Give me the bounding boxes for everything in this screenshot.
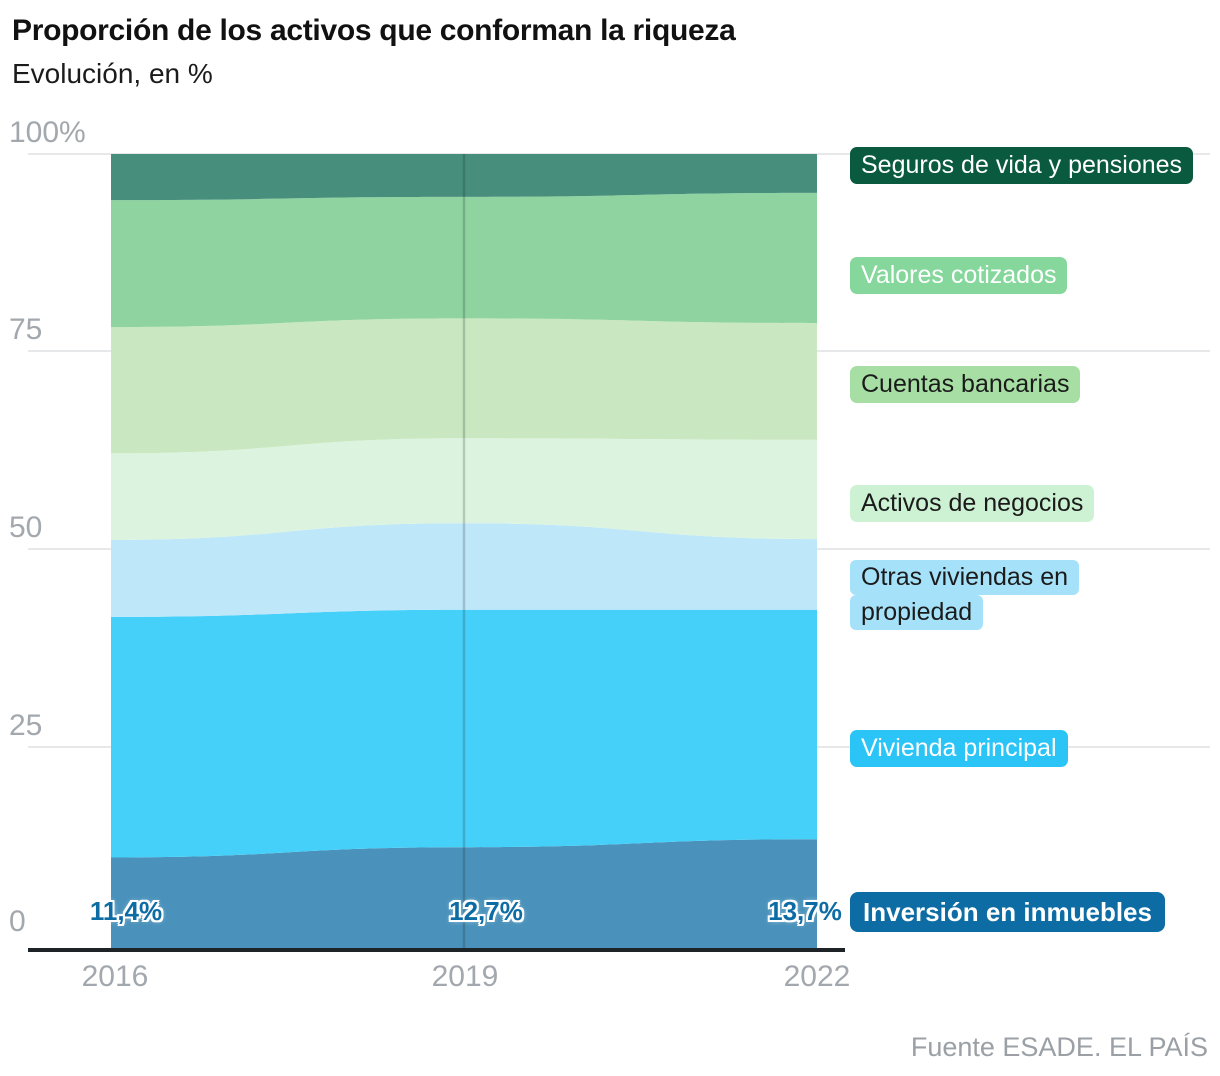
chart-subtitle: Evolución, en % — [12, 58, 213, 89]
legend-vivienda-principal: Vivienda principal — [850, 730, 1068, 767]
legend-activos-negocios: Activos de negocios — [850, 485, 1095, 522]
area-band-1 — [111, 609, 817, 858]
chart-title: Proporción de los activos que conforman … — [12, 14, 736, 47]
legend-valores-cotizados: Valores cotizados — [850, 257, 1068, 294]
x-tick-2019: 2019 — [431, 960, 499, 993]
area-band-0 — [111, 839, 817, 948]
area-band-3 — [111, 438, 817, 540]
value-label-2019: 12,7% — [449, 896, 523, 926]
y-tick-75: 75 — [9, 313, 43, 346]
legend-otras-viviendas-line2: propiedad — [850, 595, 984, 630]
y-tick-25: 25 — [9, 709, 43, 742]
stacked-area-chart — [111, 154, 817, 948]
x-tick-2022: 2022 — [783, 960, 851, 993]
x-tick-2016: 2016 — [81, 960, 149, 993]
y-tick-0: 0 — [9, 905, 26, 938]
area-band-5 — [111, 192, 817, 328]
area-band-6 — [111, 154, 817, 201]
legend-cuentas-bancarias: Cuentas bancarias — [850, 366, 1081, 403]
area-band-4 — [111, 318, 817, 454]
area-band-2 — [111, 523, 817, 617]
source-credit: Fuente ESADE. EL PAÍS — [910, 1032, 1208, 1062]
value-label-2022: 13,7% — [768, 896, 842, 926]
y-tick-100: 100% — [9, 116, 86, 149]
y-tick-50: 50 — [9, 511, 43, 544]
legend-otras-viviendas: Otras viviendas en propiedad — [850, 560, 1100, 630]
value-label-2016: 11,4% — [89, 896, 163, 926]
legend-seguros-vida-pensiones: Seguros de vida y pensiones — [850, 147, 1194, 184]
legend-inversion-inmuebles: Inversión en inmuebles — [850, 892, 1165, 932]
legend-otras-viviendas-line1: Otras viviendas en — [850, 560, 1080, 595]
x-axis-line — [28, 948, 845, 952]
